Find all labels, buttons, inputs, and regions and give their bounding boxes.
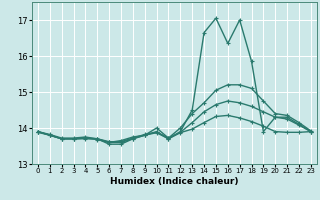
X-axis label: Humidex (Indice chaleur): Humidex (Indice chaleur) — [110, 177, 239, 186]
